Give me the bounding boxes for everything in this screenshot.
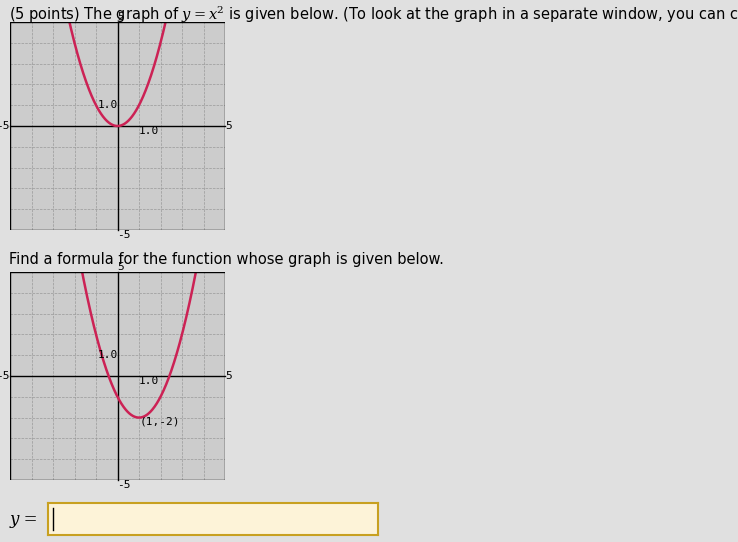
Text: 1.0: 1.0 xyxy=(139,126,159,136)
Text: 5: 5 xyxy=(225,121,232,131)
Bar xyxy=(10,272,225,480)
Text: 5: 5 xyxy=(225,371,232,381)
Text: -5: -5 xyxy=(0,371,10,381)
Text: y =: y = xyxy=(10,511,38,527)
Text: -5: -5 xyxy=(117,480,131,490)
Bar xyxy=(10,22,225,230)
Text: 5: 5 xyxy=(117,262,124,272)
Text: Find a formula for the function whose graph is given below.: Find a formula for the function whose gr… xyxy=(9,252,444,267)
Text: 1.0: 1.0 xyxy=(97,350,117,360)
Text: 1.0: 1.0 xyxy=(97,100,117,110)
Text: -5: -5 xyxy=(117,230,131,240)
Text: 5: 5 xyxy=(117,12,124,22)
Text: 1.0: 1.0 xyxy=(139,376,159,386)
Text: (5 points) The graph of $y = x^2$ is given below. (To look at the graph in a sep: (5 points) The graph of $y = x^2$ is giv… xyxy=(9,5,738,25)
Text: (1,-2): (1,-2) xyxy=(140,417,181,427)
Text: -5: -5 xyxy=(0,121,10,131)
